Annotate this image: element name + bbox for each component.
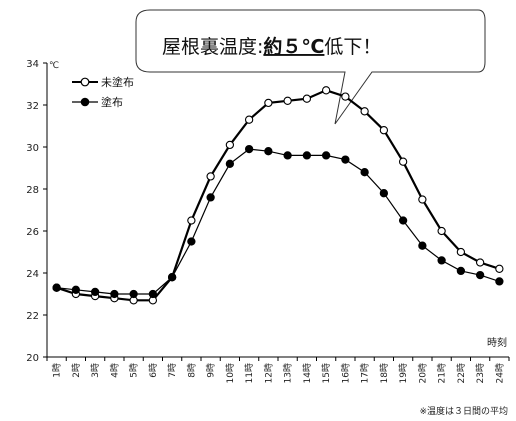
data-point-0 (456, 247, 466, 257)
x-tick-label: 2時 (71, 363, 82, 378)
data-point-1 (475, 270, 485, 280)
series-layer (52, 86, 504, 305)
data-point-1 (90, 287, 100, 297)
x-tick-label: 11時 (244, 363, 255, 383)
data-point-1 (283, 151, 292, 160)
data-point-1 (225, 159, 235, 168)
data-point-1 (129, 289, 138, 299)
x-tick-label: 3時 (90, 363, 101, 378)
data-point-1 (495, 277, 504, 286)
legend-marker-painted (80, 97, 90, 107)
y-tick-label: 30 (26, 143, 39, 154)
callout-suffix: 低下！ (324, 36, 381, 58)
x-tick-label: 7時 (167, 363, 178, 378)
x-axis-label: 時刻 (487, 336, 507, 349)
data-point-1 (206, 193, 215, 202)
data-point-1 (398, 216, 408, 225)
x-tick-label: 18時 (379, 363, 390, 383)
data-point-1 (71, 285, 81, 294)
data-point-1 (418, 241, 427, 250)
data-point-0 (437, 226, 446, 236)
callout-text: 屋根裏温度:約５℃低下！ (162, 35, 381, 58)
x-tick-label: 23時 (475, 363, 486, 383)
data-point-0 (302, 94, 312, 103)
y-ticks: 20 22 24 26 28 30 32 34 (26, 59, 47, 364)
series-line-0 (56, 89, 500, 302)
data-point-1 (341, 155, 350, 164)
x-ticks: 1時 2時 3時 4時 5時 6時 7時 8時 9時 10時 11時 12時 13時 14時 15時 16時 1… (46, 357, 510, 383)
y-tick-label: 28 (26, 185, 39, 196)
y-tick-label: 20 (26, 353, 39, 364)
x-tick-label: 21時 (437, 363, 448, 383)
y-unit-label: ℃ (49, 61, 59, 71)
x-tick-label: 9時 (206, 363, 217, 378)
data-point-1 (52, 283, 61, 292)
x-tick-label: 22時 (456, 363, 467, 383)
data-point-1 (148, 289, 158, 299)
x-tick-label: 12時 (263, 363, 274, 383)
callout-prefix: 屋根裏温度: (162, 36, 263, 58)
y-tick-label: 26 (26, 227, 39, 238)
data-point-1 (360, 168, 369, 177)
x-tick-label: 16時 (340, 363, 351, 383)
data-point-0 (360, 107, 369, 116)
x-tick-label: 15時 (321, 363, 332, 383)
data-point-0 (206, 172, 215, 181)
data-point-0 (398, 157, 408, 166)
data-point-0 (321, 86, 331, 95)
legend-marker-unpainted (80, 77, 90, 87)
x-tick-label: 24時 (494, 363, 505, 383)
legend-label-painted: 塗布 (101, 95, 123, 109)
x-tick-label: 1時 (52, 363, 63, 378)
x-tick-label: 13時 (283, 363, 294, 383)
data-point-1 (437, 256, 446, 265)
data-point-1 (456, 266, 466, 276)
x-tick-label: 4時 (109, 363, 120, 378)
data-point-1 (302, 151, 312, 160)
y-tick-label: 34 (26, 59, 39, 70)
y-tick-label: 22 (26, 311, 39, 322)
data-point-1 (167, 273, 177, 282)
data-point-1 (110, 289, 119, 299)
x-tick-label: 8時 (186, 363, 197, 378)
data-point-0 (341, 92, 350, 101)
data-point-0 (379, 126, 389, 135)
footnote: ※温度は３日間の平均 (419, 405, 508, 417)
data-point-1 (321, 151, 331, 160)
x-tick-label: 20時 (417, 363, 428, 383)
x-tick-label: 5時 (129, 363, 140, 378)
data-point-0 (264, 98, 273, 108)
callout-emphasis: 約５℃ (263, 35, 324, 58)
data-point-0 (187, 216, 196, 225)
callout-bubble (135, 9, 486, 125)
y-tick-label: 32 (26, 101, 39, 112)
data-point-0 (475, 258, 485, 267)
x-tick-label: 17時 (360, 363, 371, 383)
data-point-1 (244, 144, 254, 154)
data-point-0 (225, 140, 235, 150)
x-tick-label: 19時 (398, 363, 409, 383)
legend-label-unpainted: 未塗布 (101, 75, 134, 89)
data-point-0 (495, 264, 504, 273)
data-point-0 (244, 115, 254, 124)
data-point-0 (283, 96, 292, 105)
x-tick-label: 6時 (148, 363, 159, 378)
legend: 未塗布 塗布 (72, 75, 134, 109)
data-point-0 (418, 195, 427, 204)
data-point-1 (379, 189, 389, 198)
series-line-1 (56, 148, 500, 295)
y-tick-label: 24 (26, 269, 39, 280)
x-tick-label: 14時 (302, 363, 313, 383)
data-point-1 (187, 237, 196, 246)
x-tick-label: 10時 (225, 363, 236, 383)
data-point-1 (264, 147, 273, 156)
